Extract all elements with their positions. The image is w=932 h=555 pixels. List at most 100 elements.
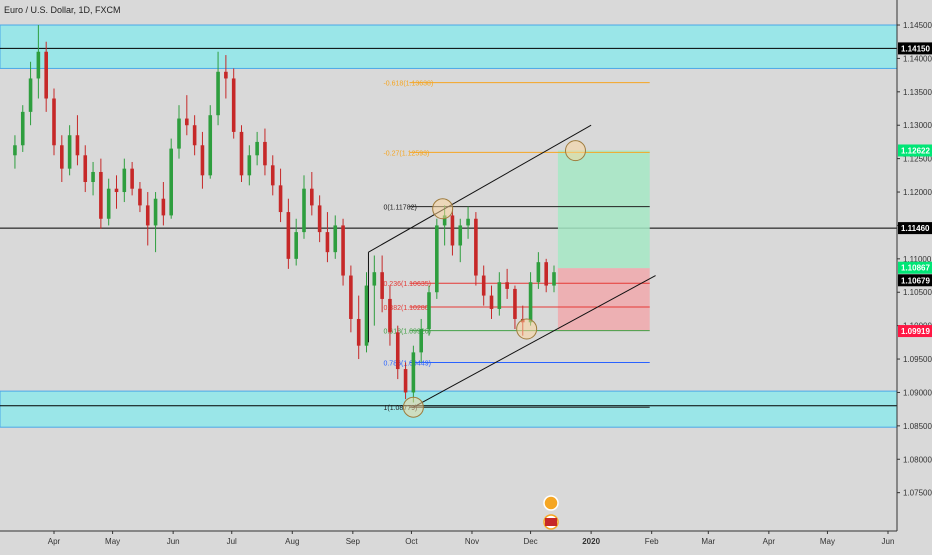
candle-body <box>505 282 509 289</box>
position-tool-layer <box>557 150 650 332</box>
highlight-circle <box>516 318 538 340</box>
candle-body <box>481 275 486 296</box>
candle-body <box>83 155 88 183</box>
fib-level-label: 0.382(1.10280) <box>383 305 430 312</box>
candle-body <box>278 185 283 213</box>
highlight-circle <box>564 140 586 162</box>
y-tick-label: 1.07500 <box>903 489 932 498</box>
event-icons <box>543 495 559 530</box>
price-badge <box>898 222 932 235</box>
fib-level-label: 1(1.08779) <box>383 405 417 412</box>
candle-body <box>536 262 541 283</box>
candle-body <box>145 205 150 226</box>
candle-body <box>36 51 41 79</box>
candle-body <box>403 369 408 393</box>
candle-body <box>161 198 166 216</box>
candle-body <box>380 272 384 299</box>
candle-body <box>427 292 431 329</box>
candle-body <box>341 225 345 276</box>
candle-body <box>177 118 181 149</box>
fib-level-label: 0.236(1.10635) <box>383 281 430 288</box>
candle-body <box>325 232 330 253</box>
candle-body <box>114 188 119 193</box>
candle-body <box>466 218 470 226</box>
candle-body <box>435 225 439 293</box>
x-tick-label: Apr <box>48 537 61 546</box>
x-tick-label: Jul <box>227 537 237 546</box>
candle-body <box>216 71 220 116</box>
candle-body <box>310 188 314 206</box>
y-tick-label: 1.12000 <box>903 188 932 197</box>
candle-body <box>231 78 236 132</box>
candle-body <box>192 125 197 146</box>
x-tick-label: Apr <box>763 537 776 546</box>
candle-body <box>106 188 111 219</box>
candle-body <box>185 118 189 126</box>
candles-layer <box>13 25 556 403</box>
x-tick-label: Sep <box>346 537 361 546</box>
y-tick-label: 1.10500 <box>903 288 932 297</box>
candle-body <box>263 141 267 166</box>
candle-body <box>138 188 142 206</box>
candle-body <box>552 272 556 286</box>
candle-body <box>44 51 48 99</box>
candle-body <box>247 155 252 176</box>
target-zone <box>557 150 650 269</box>
highlight-circle <box>402 396 424 418</box>
candle-body <box>317 205 322 233</box>
y-tick-label: 1.11000 <box>903 255 932 264</box>
fib-level-label: 0.786(1.09449) <box>383 360 430 367</box>
event-flag-icon[interactable] <box>543 495 559 511</box>
flag-icon <box>545 518 557 526</box>
x-tick-label: Dec <box>523 537 537 546</box>
price-badge <box>898 261 932 274</box>
highlight-circle <box>432 198 454 220</box>
y-tick-label: 1.12500 <box>903 155 932 164</box>
price-badge <box>898 42 932 55</box>
candle-body <box>474 218 478 276</box>
horizontal-lines-layer <box>0 47 897 407</box>
x-tick-label: Feb <box>645 537 659 546</box>
candle-body <box>208 115 213 176</box>
candle-body <box>442 215 447 226</box>
chart-title: Euro / U.S. Dollar, 1D, FXCM <box>4 5 121 15</box>
candle-body <box>122 168 127 193</box>
support-resistance-zone <box>0 390 898 428</box>
candle-body <box>489 295 494 309</box>
candle-body <box>333 225 338 253</box>
y-axis: 1.14500 1.14000 1.13500 1.13000 1.12500 1.120… <box>897 21 932 498</box>
y-tick-label: 1.08500 <box>903 422 932 431</box>
channel-layer <box>367 124 656 408</box>
fib-level-label: 0.618(1.09926) <box>383 329 430 336</box>
highlight-circles-layer <box>402 140 586 418</box>
y-tick-label: 1.08000 <box>903 455 932 464</box>
price-badge-label: 1.10867 <box>901 264 930 273</box>
fib-level-label: -0.27(1.12593) <box>383 150 429 157</box>
price-badge-label: 1.09919 <box>901 327 930 336</box>
price-badge-label: 1.14150 <box>901 44 930 53</box>
price-badge-label: 1.11460 <box>901 224 930 233</box>
candle-body <box>20 111 25 146</box>
candle-body <box>60 145 64 169</box>
candle-body <box>169 148 173 216</box>
price-badge-label: 1.12622 <box>901 146 930 155</box>
candle-body <box>239 131 244 176</box>
price-badge <box>898 274 932 287</box>
zones-layer <box>0 24 898 428</box>
candle-body <box>458 225 463 246</box>
candle-body <box>52 98 56 146</box>
channel-upper-line <box>368 124 592 253</box>
candle-body <box>349 275 353 319</box>
candle-body <box>286 212 291 259</box>
candle-body <box>91 171 95 183</box>
candle-body <box>364 285 369 346</box>
candle-body <box>200 145 205 176</box>
x-tick-label: Mar <box>701 537 715 546</box>
x-tick-label: Jun <box>882 537 895 546</box>
candle-body <box>255 141 259 156</box>
price-badge-label: 1.10679 <box>901 276 930 285</box>
x-tick-label: Nov <box>465 537 479 546</box>
candle-body <box>395 332 400 370</box>
candle-body <box>513 288 517 319</box>
